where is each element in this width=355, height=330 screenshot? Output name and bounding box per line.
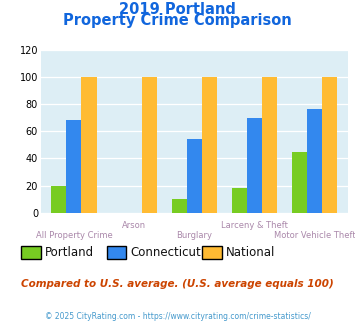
Text: Burglary: Burglary: [176, 231, 212, 240]
Bar: [51, 185, 66, 213]
Bar: [66, 120, 81, 213]
Text: Motor Vehicle Theft: Motor Vehicle Theft: [274, 231, 355, 240]
Bar: [142, 77, 157, 213]
Bar: [172, 199, 187, 213]
Bar: [322, 77, 337, 213]
Text: 2019 Portland: 2019 Portland: [119, 2, 236, 16]
Bar: [81, 77, 97, 213]
Text: © 2025 CityRating.com - https://www.cityrating.com/crime-statistics/: © 2025 CityRating.com - https://www.city…: [45, 312, 310, 321]
Text: Compared to U.S. average. (U.S. average equals 100): Compared to U.S. average. (U.S. average …: [21, 279, 334, 289]
Text: Arson: Arson: [122, 221, 146, 230]
Bar: [232, 188, 247, 213]
Text: National: National: [226, 246, 275, 259]
Text: Property Crime Comparison: Property Crime Comparison: [63, 13, 292, 28]
Text: Larceny & Theft: Larceny & Theft: [221, 221, 288, 230]
Bar: [307, 109, 322, 213]
Bar: [202, 77, 217, 213]
Bar: [292, 151, 307, 213]
Bar: [247, 117, 262, 213]
Bar: [187, 139, 202, 213]
Text: Connecticut: Connecticut: [130, 246, 201, 259]
Bar: [262, 77, 277, 213]
Text: Portland: Portland: [45, 246, 94, 259]
Text: All Property Crime: All Property Crime: [36, 231, 112, 240]
